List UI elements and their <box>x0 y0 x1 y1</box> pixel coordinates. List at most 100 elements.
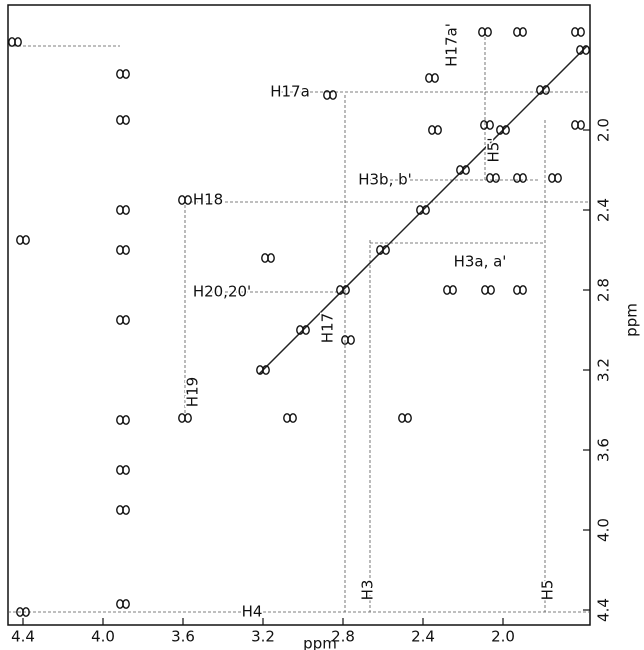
cross-peak <box>425 73 439 83</box>
peak-annotation: H17a <box>270 83 310 101</box>
cross-peak <box>513 285 527 295</box>
cross-peak <box>8 37 22 47</box>
y-tick-label: 4.0 <box>595 518 613 542</box>
y-axis-label: ppm <box>623 303 641 337</box>
peak-contour <box>519 27 527 37</box>
peak-contour <box>554 173 562 183</box>
peak-annotation: H18 <box>193 191 223 209</box>
cross-peak <box>16 607 30 617</box>
peak-contour <box>329 90 337 100</box>
peak-contour <box>122 69 130 79</box>
cross-peak <box>576 45 590 55</box>
cross-peak <box>116 415 130 425</box>
x-tick-label: 3.6 <box>171 628 195 646</box>
peak-contour <box>462 165 470 175</box>
cross-peak <box>398 413 412 423</box>
peak-contour <box>22 607 30 617</box>
cross-peak <box>336 285 350 295</box>
cross-peak <box>283 413 297 423</box>
cross-peak <box>443 285 457 295</box>
peak-contour <box>577 27 585 37</box>
plot-frame <box>7 4 591 626</box>
x-tick-label: 4.4 <box>11 628 35 646</box>
cross-peak <box>341 335 355 345</box>
peak-annotation: H4 <box>242 603 263 621</box>
cross-peak <box>496 125 510 135</box>
cross-peak <box>256 365 270 375</box>
peak-contour <box>449 285 457 295</box>
peak-contour <box>519 173 527 183</box>
y-tick-label: 2.4 <box>595 198 613 222</box>
peak-contour <box>542 85 550 95</box>
peak-annotation: H5 <box>539 580 557 601</box>
peak-contour <box>487 285 495 295</box>
cross-peak <box>116 315 130 325</box>
cross-peak <box>116 599 130 609</box>
peak-contour <box>577 120 585 130</box>
peak-contour <box>434 125 442 135</box>
peak-contour <box>486 120 494 130</box>
y-tick-label: 3.2 <box>595 358 613 382</box>
peak-contour <box>122 415 130 425</box>
peak-contour <box>347 335 355 345</box>
cross-peak <box>513 173 527 183</box>
peak-annotation: H20,20' <box>193 283 251 301</box>
y-tick-label: 2.8 <box>595 278 613 302</box>
peak-contour <box>519 285 527 295</box>
y-tick-label: 3.6 <box>595 438 613 462</box>
peak-contour <box>342 285 350 295</box>
x-tick-label: 2.4 <box>411 628 435 646</box>
cross-peak <box>116 465 130 475</box>
x-tick-label: 2.8 <box>331 628 355 646</box>
x-tick-label: 3.2 <box>251 628 275 646</box>
cross-peak <box>261 253 275 263</box>
peak-annotation: H17 <box>319 313 337 343</box>
cross-peak <box>178 195 192 205</box>
cross-peak <box>416 205 430 215</box>
cross-peak <box>428 125 442 135</box>
peak-contour <box>14 37 22 47</box>
cross-peak <box>571 27 585 37</box>
cross-peak <box>116 69 130 79</box>
peak-contour <box>431 73 439 83</box>
cross-peak <box>536 85 550 95</box>
cross-peak <box>16 235 30 245</box>
cross-peak <box>478 27 492 37</box>
peak-contour <box>582 45 590 55</box>
peak-annotation: H3b, b' <box>358 171 412 189</box>
peak-contour <box>267 253 275 263</box>
cross-peak <box>548 173 562 183</box>
peak-contour <box>502 125 510 135</box>
cross-peak <box>116 115 130 125</box>
peak-contour <box>302 325 310 335</box>
cross-peak <box>513 27 527 37</box>
cross-peak <box>456 165 470 175</box>
cross-peak <box>486 173 500 183</box>
peak-annotation: H19 <box>184 377 202 407</box>
peak-contour <box>122 205 130 215</box>
y-tick-label: 4.4 <box>595 598 613 622</box>
peak-contour <box>382 245 390 255</box>
cross-peak <box>116 205 130 215</box>
peak-contour <box>484 27 492 37</box>
x-tick-label: 4.0 <box>91 628 115 646</box>
peak-contour <box>404 413 412 423</box>
x-tick-label: 2.0 <box>491 628 515 646</box>
cross-peak <box>571 120 585 130</box>
peak-annotation: H3 <box>359 580 377 601</box>
cross-peak <box>481 285 495 295</box>
peak-contour <box>184 413 192 423</box>
peak-contour <box>122 115 130 125</box>
y-tick-label: 2.0 <box>595 118 613 142</box>
peak-contour <box>262 365 270 375</box>
peak-contour <box>492 173 500 183</box>
cross-peak <box>116 245 130 255</box>
peak-contour <box>122 245 130 255</box>
peak-contour <box>22 235 30 245</box>
peak-contour <box>122 505 130 515</box>
cross-peak <box>376 245 390 255</box>
x-axis-label: ppm <box>303 635 337 650</box>
peak-contour <box>122 599 130 609</box>
cross-peak <box>323 90 337 100</box>
